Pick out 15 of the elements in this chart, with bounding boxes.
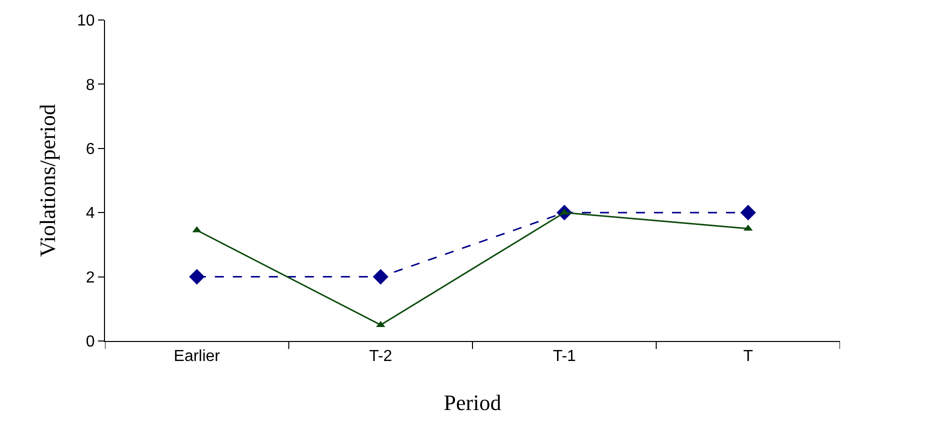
y-tick-label: 4 (86, 205, 95, 222)
x-tick-label: T-2 (369, 348, 392, 366)
y-tick-label: 10 (77, 12, 95, 30)
x-tick-label: T-1 (552, 348, 576, 366)
x-axis-title: Period (444, 390, 502, 416)
y-tick-label: 2 (86, 269, 95, 286)
point (740, 204, 756, 220)
x-tick-label: T (743, 348, 754, 366)
y-tick-label: 0 (86, 334, 95, 351)
y-axis-title: Violations/period (34, 104, 60, 257)
y-tick-label: 8 (86, 76, 95, 94)
point (372, 269, 388, 285)
y-tick-label: 6 (86, 141, 95, 158)
x-tick-label: Earlier (174, 348, 221, 366)
point (189, 269, 205, 285)
